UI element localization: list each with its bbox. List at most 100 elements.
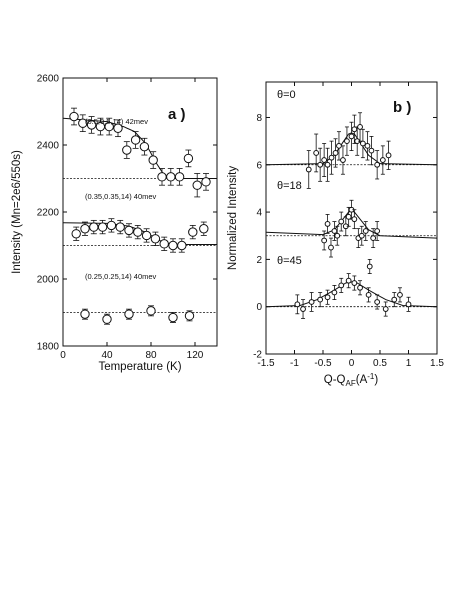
- data-point: [357, 284, 363, 291]
- data-point: [113, 123, 123, 133]
- data-point: [331, 228, 338, 234]
- series-label-035: (0.35,0.35,14) 40mev: [85, 192, 157, 201]
- data-point: [391, 296, 398, 303]
- data-point: [80, 224, 90, 234]
- data-point: [106, 220, 117, 231]
- data-point: [340, 157, 346, 163]
- y-tick-label: 2000: [37, 275, 60, 286]
- data-point: [313, 150, 320, 156]
- data-point: [362, 228, 369, 234]
- data-point: [338, 282, 345, 289]
- data-point: [328, 244, 334, 251]
- data-point: [69, 111, 79, 122]
- data-point: [351, 126, 358, 133]
- x-tick-label: 0.5: [373, 358, 387, 369]
- data-point: [405, 301, 412, 308]
- data-point: [150, 234, 161, 244]
- data-point: [374, 228, 381, 234]
- data-point: [305, 166, 312, 173]
- theta-45-label: θ=45: [277, 255, 302, 267]
- x-tick-label: -1.5: [257, 358, 275, 369]
- x-tick-label: -0.5: [314, 358, 332, 369]
- data-point: [168, 240, 178, 251]
- data-point: [192, 180, 202, 190]
- data-point: [360, 140, 366, 147]
- data-point: [122, 145, 132, 155]
- x-tick-label: 0: [60, 350, 66, 361]
- data-point: [382, 306, 389, 312]
- data-point: [199, 224, 209, 234]
- data-point: [157, 172, 167, 182]
- data-point: [89, 222, 99, 232]
- data-point: [146, 306, 156, 316]
- data-point: [177, 240, 187, 251]
- data-point: [397, 291, 403, 298]
- data-point: [374, 161, 381, 168]
- data-point: [115, 222, 125, 232]
- y-tick-label: 2200: [37, 208, 60, 219]
- y-tick-label: 0: [256, 302, 262, 313]
- data-point: [188, 227, 198, 237]
- data-point: [86, 120, 97, 130]
- data-point: [334, 232, 341, 239]
- xlabel-unit: (A: [356, 374, 368, 386]
- panel-a-xlabel: Temperature (K): [98, 361, 181, 373]
- data-point: [139, 141, 150, 152]
- x-tick-label: 40: [101, 350, 113, 361]
- data-point: [324, 161, 331, 168]
- theta-0-label: θ=0: [277, 89, 296, 101]
- data-point: [124, 225, 134, 236]
- data-point: [374, 299, 381, 305]
- data-point: [141, 230, 152, 241]
- data-point: [344, 138, 350, 145]
- theta-18-label: θ=18: [277, 180, 302, 192]
- data-point: [294, 301, 301, 308]
- data-point: [379, 157, 386, 163]
- data-point: [366, 263, 373, 270]
- y-tick-label: 6: [256, 160, 262, 171]
- data-point: [130, 135, 141, 145]
- data-point: [102, 314, 112, 324]
- y-tick-label: 1800: [37, 342, 60, 353]
- data-point: [201, 177, 211, 187]
- data-point: [324, 294, 331, 301]
- data-point: [184, 311, 195, 321]
- data-point: [104, 121, 114, 132]
- data-point: [321, 157, 328, 163]
- data-point: [332, 150, 339, 156]
- y-tick-label: 8: [256, 113, 262, 124]
- xlabel-end: ): [374, 374, 378, 386]
- y-tick-label: -2: [253, 350, 262, 361]
- data-point: [338, 218, 345, 225]
- panel-a-ylabel: Intensity (Mn=2e6/550s): [11, 150, 23, 274]
- data-point: [324, 221, 331, 227]
- data-point: [317, 161, 324, 168]
- data-point: [357, 124, 363, 130]
- xlabel-sub: AF: [346, 379, 356, 388]
- x-tick-label: 1: [406, 358, 412, 369]
- y-tick-label: 2: [256, 255, 262, 266]
- panel-a-data: [62, 107, 217, 325]
- panel-b-ticks: -1.5 -1 -0.5 0 0.5 1 1.5 -2 0 2 4 6 8: [253, 82, 444, 369]
- data-point: [365, 291, 372, 298]
- panel-a: 0 40 80 120 1800 2000 2200 2400 2600 Intensity (…: [11, 74, 218, 373]
- panel-b-label: b ): [393, 99, 411, 116]
- panel-b-xlabel: Q-QAF(A-1): [324, 372, 379, 388]
- data-point: [80, 309, 90, 319]
- x-tick-label: 120: [187, 350, 204, 361]
- data-point: [336, 142, 342, 149]
- panel-a-label: a ): [168, 106, 186, 123]
- series-label-025: (0.25,0.25,14) 40mev: [85, 272, 157, 281]
- panel-b-data: [265, 112, 438, 319]
- x-tick-label: 80: [145, 350, 157, 361]
- y-tick-label: 2600: [37, 74, 60, 85]
- data-point: [364, 142, 371, 149]
- data-point: [345, 213, 352, 220]
- data-point: [345, 277, 352, 284]
- data-point: [328, 154, 335, 161]
- panel-a-ticks: 0 40 80 120 1800 2000 2200 2400 2600: [37, 74, 217, 361]
- data-point: [317, 296, 324, 303]
- panel-b: -1.5 -1 -0.5 0 0.5 1 1.5 -2 0 2 4 6 8 Normalized Int…: [227, 81, 444, 388]
- xlabel-sup: -1: [367, 372, 375, 381]
